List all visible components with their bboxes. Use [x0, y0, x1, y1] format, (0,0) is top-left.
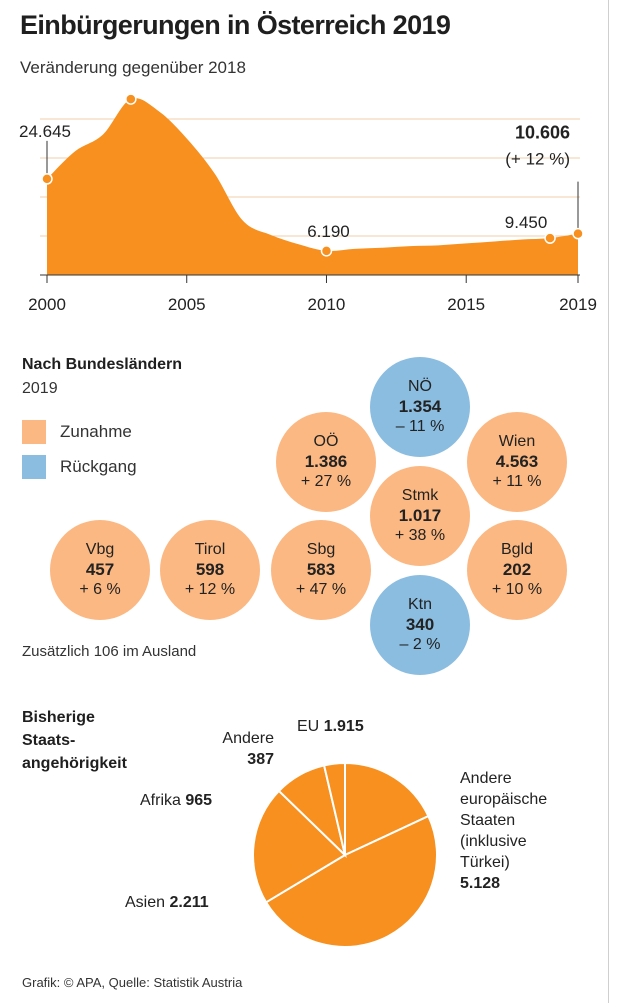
- pie-title-line-3: angehörigkeit: [22, 755, 127, 772]
- page-title: Einbürgerungen in Österreich 2019: [20, 10, 451, 40]
- pie-label-eu-name: EU: [297, 718, 320, 735]
- bubble-vbg-value: 457: [85, 560, 115, 579]
- bubble-vbg-change: + 6 %: [79, 581, 121, 598]
- pie-label-afrika: Afrika 965: [140, 790, 212, 811]
- bubble-vbg-name: Vbg: [85, 541, 115, 558]
- bubble-tirol-name: Tirol: [194, 541, 226, 558]
- data-point-2018: [544, 232, 556, 244]
- pie-label-andere-value: 387: [247, 751, 274, 768]
- pie-label-other-european-line-5: Türkei): [460, 854, 510, 871]
- bubble-ooe-change: + 27 %: [300, 473, 352, 490]
- pie-label-other-european-value: 5.128: [460, 875, 501, 892]
- bubble-tirol: Tirol 598 + 12 %: [160, 520, 260, 620]
- area-series: [47, 98, 578, 275]
- pie-label-other-european: Andere europäische Staaten (inklusive Tü…: [460, 768, 547, 894]
- data-label-2018: 9.450: [505, 213, 548, 232]
- pie-label-other-european-line-1: Andere: [460, 770, 512, 787]
- page-subtitle: Veränderung gegenüber 2018: [20, 58, 246, 77]
- bubble-ktn: Ktn 340 – 2 %: [370, 575, 470, 675]
- bubble-ooe: OÖ 1.386 + 27 %: [276, 412, 376, 512]
- pie-label-eu: EU 1.915: [297, 716, 364, 737]
- pie-title-line-1: Bisherige: [22, 709, 95, 726]
- x-tick-label-2019: 2019: [559, 295, 597, 314]
- x-tick-label-2000: 2000: [28, 295, 66, 314]
- data-sublabel-2019: (+ 12 %): [505, 150, 570, 169]
- bubble-ktn-change: – 2 %: [399, 636, 441, 653]
- bubble-wien: Wien 4.563 + 11 %: [467, 412, 567, 512]
- pie-label-andere-name: Andere: [222, 730, 274, 747]
- x-tick-label-2010: 2010: [308, 295, 346, 314]
- bundeslaender-subtitle: 2019: [22, 380, 58, 397]
- bubble-stmk: Stmk 1.017 + 38 %: [370, 466, 470, 566]
- pie-label-other-european-line-2: europäische: [460, 791, 548, 808]
- data-point-2010: [320, 245, 333, 257]
- abroad-note: Zusätzlich 106 im Ausland: [22, 643, 197, 660]
- pie-label-other-european-line-4: (inklusive: [460, 833, 527, 850]
- data-label-2000: 24.645: [19, 122, 71, 141]
- bubble-bgld: Bgld 202 + 10 %: [467, 520, 567, 620]
- bubble-bgld-change: + 10 %: [491, 581, 543, 598]
- bubble-noe-value: 1.354: [398, 397, 442, 416]
- bubble-bgld-name: Bgld: [500, 541, 534, 558]
- bubble-stmk-name: Stmk: [401, 487, 439, 504]
- bubble-noe-name: NÖ: [408, 378, 432, 395]
- bubble-wien-value: 4.563: [495, 452, 539, 471]
- data-label-2019: 10.606: [515, 123, 570, 143]
- bubble-sbg-value: 583: [306, 560, 336, 579]
- pie-slice-2: [264, 814, 439, 948]
- legend-swatch-decrease: [22, 455, 46, 479]
- bubble-tirol-value: 598: [195, 560, 225, 579]
- pie-label-asien: Asien 2.211: [125, 892, 209, 913]
- bubble-bgld-value: 202: [502, 560, 532, 579]
- bubble-sbg-name: Sbg: [306, 541, 336, 558]
- data-label-2010: 6.190: [307, 222, 350, 241]
- bubble-stmk-change: + 38 %: [394, 527, 446, 544]
- pie-label-afrika-value: 965: [185, 792, 213, 809]
- pie-label-eu-value: 1.915: [323, 718, 364, 735]
- bubble-wien-name: Wien: [498, 433, 536, 450]
- bubble-stmk-value: 1.017: [398, 506, 442, 525]
- pie-label-other-european-line-3: Staaten: [460, 812, 516, 829]
- legend-decrease: Rückgang: [22, 455, 137, 479]
- bubble-ktn-value: 340: [405, 615, 435, 634]
- bubble-ooe-value: 1.386: [304, 452, 348, 471]
- pie-slice-1: [344, 761, 430, 857]
- pie-chart: [252, 761, 439, 948]
- bubble-sbg: Sbg 583 + 47 %: [271, 520, 371, 620]
- x-tick-label-2005: 2005: [168, 295, 206, 314]
- pie-slice-5: [322, 761, 346, 856]
- pie-label-afrika-name: Afrika: [140, 792, 181, 809]
- legend-swatch-increase: [22, 420, 46, 444]
- legend-increase: Zunahme: [22, 420, 132, 444]
- pie-label-andere: Andere 387: [210, 728, 274, 770]
- pie-label-asien-value: 2.211: [169, 894, 209, 911]
- data-point-2019: [572, 227, 584, 240]
- bubble-sbg-change: + 47 %: [295, 581, 347, 598]
- bubble-ooe-name: OÖ: [313, 433, 339, 450]
- source-credit: Grafik: © APA, Quelle: Statistik Austria: [22, 975, 243, 990]
- legend-label-decrease: Rückgang: [60, 457, 137, 476]
- area-chart: 2000200520102015201924.64545.1126.1909.4…: [19, 93, 597, 314]
- pie-slice-3: [252, 789, 347, 904]
- bundeslaender-title: Nach Bundesländern: [22, 356, 183, 373]
- bubble-tirol-change: + 12 %: [184, 581, 236, 598]
- bubble-wien-change: + 11 %: [492, 473, 542, 490]
- bubble-ktn-name: Ktn: [407, 596, 432, 613]
- data-point-2003: [125, 93, 137, 105]
- bubble-noe: NÖ 1.354 – 11 %: [370, 357, 470, 457]
- bubble-vbg: Vbg 457 + 6 %: [50, 520, 150, 620]
- pie-title-line-2: Staats-: [22, 732, 76, 749]
- data-point-2000: [41, 173, 53, 185]
- pie-title: Bisherige Staats- angehörigkeit: [22, 706, 162, 775]
- pie-label-asien-name: Asien: [125, 894, 166, 911]
- bubble-noe-change: – 11 %: [395, 418, 445, 435]
- x-tick-label-2015: 2015: [447, 295, 485, 314]
- legend-label-increase: Zunahme: [60, 422, 132, 441]
